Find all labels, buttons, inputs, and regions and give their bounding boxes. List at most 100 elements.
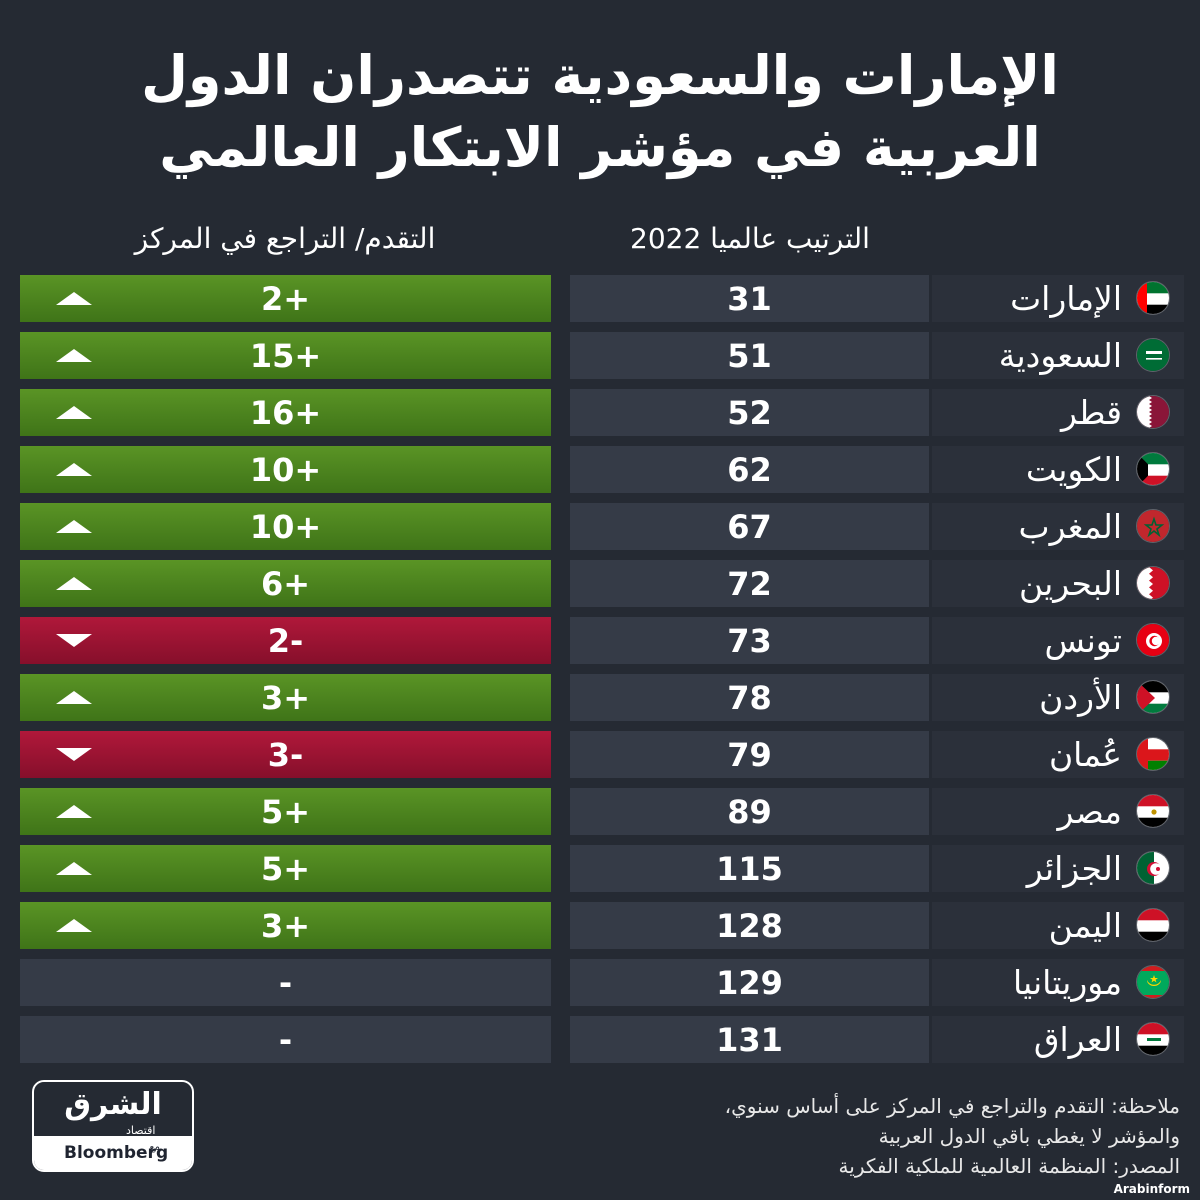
rank-value: 115 bbox=[570, 845, 929, 892]
country-cell: الجزائر bbox=[932, 845, 1184, 892]
country-name: قطر bbox=[1060, 393, 1122, 432]
country-name: السعودية bbox=[998, 336, 1122, 375]
arrow-up-icon bbox=[56, 520, 92, 533]
country-cell: المغرب bbox=[932, 503, 1184, 550]
table-row: 3- 79 عُمان bbox=[0, 731, 1200, 778]
change-value: 6+ bbox=[20, 560, 551, 607]
table-row: 10+ 62 الكويت bbox=[0, 446, 1200, 493]
country-name: المغرب bbox=[1018, 507, 1123, 546]
country-name: اليمن bbox=[1048, 906, 1122, 945]
change-label: 5+ bbox=[260, 849, 311, 888]
table-row: 5+ 89 مصر bbox=[0, 788, 1200, 835]
arrow-up-icon bbox=[56, 292, 92, 305]
change-label: 10+ bbox=[249, 507, 322, 546]
change-value: 5+ bbox=[20, 845, 551, 892]
country-cell: اليمن bbox=[932, 902, 1184, 949]
table-row: 5+ 115 الجزائر bbox=[0, 845, 1200, 892]
country-cell: مصر bbox=[932, 788, 1184, 835]
rank-value: 31 bbox=[570, 275, 929, 322]
rank-value: 52 bbox=[570, 389, 929, 436]
table-row: 2+ 31 الإمارات bbox=[0, 275, 1200, 322]
logo-brand: الشرق bbox=[64, 1087, 162, 1122]
country-name: العراق bbox=[1033, 1020, 1122, 1059]
saudi-flag-icon bbox=[1136, 338, 1170, 372]
arrow-up-icon bbox=[56, 919, 92, 932]
change-value: 16+ bbox=[20, 389, 551, 436]
change-label: 15+ bbox=[249, 336, 322, 375]
table-row: 16+ 52 قطر bbox=[0, 389, 1200, 436]
country-name: موريتانيا bbox=[1012, 963, 1122, 1002]
rank-value: 89 bbox=[570, 788, 929, 835]
arrow-up-icon bbox=[56, 805, 92, 818]
note-line-2: والمؤشر لا يغطي باقي الدول العربية bbox=[878, 1124, 1180, 1148]
rank-value: 129 bbox=[570, 959, 929, 1006]
table-row: 3+ 128 اليمن bbox=[0, 902, 1200, 949]
country-name: الأردن bbox=[1039, 678, 1122, 717]
change-value: 15+ bbox=[20, 332, 551, 379]
arrow-down-icon bbox=[56, 748, 92, 761]
change-label: 6+ bbox=[260, 564, 311, 603]
change-label: 10+ bbox=[249, 450, 322, 489]
change-value: 2+ bbox=[20, 275, 551, 322]
title-line-1: الإمارات والسعودية تتصدران الدول bbox=[141, 44, 1059, 107]
arrow-up-icon bbox=[56, 862, 92, 875]
egypt-flag-icon bbox=[1136, 794, 1170, 828]
change-value: 5+ bbox=[20, 788, 551, 835]
change-label: 5+ bbox=[260, 792, 311, 831]
rank-value: 72 bbox=[570, 560, 929, 607]
table-row: 10+ 67 المغرب bbox=[0, 503, 1200, 550]
change-label: 16+ bbox=[249, 393, 322, 432]
logo-partner: Bloomberg bbox=[34, 1136, 192, 1170]
uae-flag-icon bbox=[1136, 281, 1170, 315]
change-value: 2- bbox=[20, 617, 551, 664]
country-cell: تونس bbox=[932, 617, 1184, 664]
country-cell: موريتانيا bbox=[932, 959, 1184, 1006]
arrow-down-icon bbox=[56, 634, 92, 647]
table-row: 6+ 72 البحرين bbox=[0, 560, 1200, 607]
asharq-bloomberg-logo: الشرق اقتصاد Bloomberg مع bbox=[32, 1080, 194, 1172]
change-value: - bbox=[20, 1016, 551, 1063]
country-name: عُمان bbox=[1048, 735, 1122, 774]
country-name: الكويت bbox=[1025, 450, 1122, 489]
table-row: - 129 موريتانيا bbox=[0, 959, 1200, 1006]
change-value: 3- bbox=[20, 731, 551, 778]
country-name: الجزائر bbox=[1026, 849, 1122, 888]
table-row: 15+ 51 السعودية bbox=[0, 332, 1200, 379]
country-cell: عُمان bbox=[932, 731, 1184, 778]
change-label: - bbox=[278, 963, 293, 1002]
country-cell: قطر bbox=[932, 389, 1184, 436]
rank-value: 79 bbox=[570, 731, 929, 778]
country-cell: السعودية bbox=[932, 332, 1184, 379]
qatar-flag-icon bbox=[1136, 395, 1170, 429]
rank-column-header: الترتيب عالميا 2022 bbox=[630, 222, 870, 255]
watermark: Arabinform bbox=[1113, 1182, 1190, 1196]
arrow-up-icon bbox=[56, 349, 92, 362]
country-name: البحرين bbox=[1019, 564, 1122, 603]
country-name: الإمارات bbox=[1010, 279, 1122, 318]
change-label: - bbox=[278, 1020, 293, 1059]
arrow-up-icon bbox=[56, 691, 92, 704]
rank-value: 62 bbox=[570, 446, 929, 493]
change-label: 3+ bbox=[260, 906, 311, 945]
change-value: 10+ bbox=[20, 503, 551, 550]
rank-value: 128 bbox=[570, 902, 929, 949]
arrow-up-icon bbox=[56, 577, 92, 590]
title-line-2: العربية في مؤشر الابتكار العالمي bbox=[159, 116, 1041, 179]
tunisia-flag-icon bbox=[1136, 623, 1170, 657]
country-cell: الإمارات bbox=[932, 275, 1184, 322]
rank-value: 78 bbox=[570, 674, 929, 721]
rank-value: 67 bbox=[570, 503, 929, 550]
jordan-flag-icon bbox=[1136, 680, 1170, 714]
country-name: مصر bbox=[1057, 792, 1122, 831]
change-column-header: التقدم/ التراجع في المركز bbox=[134, 222, 436, 255]
rank-value: 73 bbox=[570, 617, 929, 664]
algeria-flag-icon bbox=[1136, 851, 1170, 885]
table-row: 2- 73 تونس bbox=[0, 617, 1200, 664]
bahrain-flag-icon bbox=[1136, 566, 1170, 600]
arrow-up-icon bbox=[56, 406, 92, 419]
country-cell: الأردن bbox=[932, 674, 1184, 721]
change-label: 3+ bbox=[260, 678, 311, 717]
country-cell: الكويت bbox=[932, 446, 1184, 493]
table-row: 3+ 78 الأردن bbox=[0, 674, 1200, 721]
mauritania-flag-icon bbox=[1136, 965, 1170, 999]
